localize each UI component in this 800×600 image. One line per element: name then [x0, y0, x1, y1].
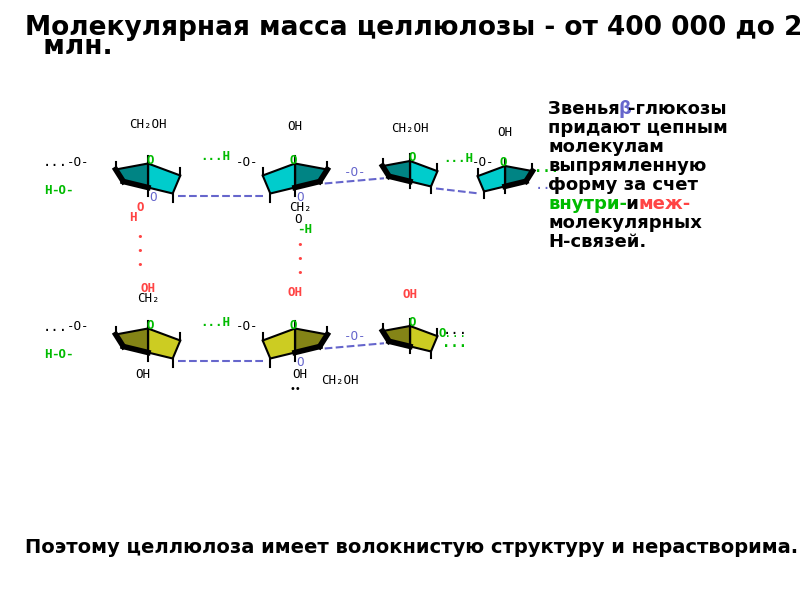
Text: O: O — [150, 191, 157, 204]
Text: -O-: -O- — [50, 184, 74, 196]
Text: -H: -H — [298, 223, 313, 236]
Polygon shape — [148, 329, 180, 358]
Text: OH: OH — [402, 289, 418, 301]
Text: O: O — [438, 326, 446, 340]
Text: Звенья: Звенья — [548, 100, 626, 118]
Text: ...H: ...H — [200, 151, 230, 163]
Text: O: O — [146, 319, 154, 332]
Polygon shape — [148, 163, 180, 193]
Polygon shape — [116, 329, 148, 352]
Text: CH₂OH: CH₂OH — [130, 118, 166, 131]
Text: Поэтому целлюлоза имеет волокнистую структуру и нерастворима.: Поэтому целлюлоза имеет волокнистую стру… — [25, 538, 798, 557]
Text: O: O — [294, 213, 302, 226]
Text: -O-: -O- — [236, 320, 258, 334]
Text: OH: OH — [498, 125, 513, 139]
Text: ...: ... — [442, 336, 467, 350]
Text: молекулярных: молекулярных — [548, 214, 702, 232]
Text: OH: OH — [287, 286, 302, 299]
Text: -O-: -O- — [50, 349, 74, 361]
Text: CH₂OH: CH₂OH — [322, 373, 358, 386]
Polygon shape — [478, 166, 505, 191]
Polygon shape — [505, 166, 533, 187]
Polygon shape — [116, 163, 148, 187]
Text: ...: ... — [534, 178, 559, 192]
Text: OH: OH — [135, 368, 150, 381]
Text: ...: ... — [442, 323, 467, 337]
Polygon shape — [382, 161, 410, 181]
Text: O: O — [499, 157, 506, 169]
Text: Н-связей.: Н-связей. — [548, 233, 646, 251]
Text: -O-: -O- — [472, 155, 494, 169]
Text: -O-: -O- — [236, 155, 258, 169]
Polygon shape — [382, 326, 410, 346]
Text: •: • — [297, 254, 303, 265]
Polygon shape — [295, 163, 327, 187]
Text: O: O — [290, 154, 297, 167]
Text: CH₂: CH₂ — [289, 201, 311, 214]
Text: CH₂: CH₂ — [137, 292, 159, 305]
Text: -O-: -O- — [344, 331, 366, 343]
Text: форму за счет: форму за счет — [548, 176, 698, 194]
Text: •: • — [297, 269, 303, 278]
Text: β: β — [618, 100, 631, 118]
Text: H: H — [44, 184, 52, 196]
Text: млн.: млн. — [25, 34, 113, 60]
Polygon shape — [262, 163, 295, 193]
Text: ...: ... — [444, 326, 466, 340]
Text: H: H — [130, 211, 137, 224]
Text: Молекулярная масса целлюлозы - от 400 000 до 2: Молекулярная масса целлюлозы - от 400 00… — [25, 15, 800, 41]
Text: -O-: -O- — [66, 155, 90, 169]
Text: ...: ... — [42, 155, 67, 169]
Text: H: H — [44, 349, 52, 361]
Polygon shape — [410, 161, 438, 187]
Text: O: O — [296, 356, 304, 369]
Text: O: O — [146, 154, 154, 167]
Text: O: O — [136, 201, 144, 214]
Text: OH: OH — [141, 281, 155, 295]
Polygon shape — [295, 329, 327, 352]
Text: O: O — [408, 316, 416, 329]
Text: и: и — [620, 195, 645, 213]
Text: CH₂OH: CH₂OH — [391, 121, 429, 134]
Text: придают цепным: придают цепным — [548, 119, 728, 137]
Text: •: • — [137, 247, 143, 257]
Polygon shape — [410, 326, 438, 352]
Text: •: • — [297, 241, 303, 251]
Text: O: O — [290, 319, 297, 332]
Text: выпрямленную: выпрямленную — [548, 157, 706, 175]
Text: меж-: меж- — [638, 195, 690, 213]
Text: -глюкозы: -глюкозы — [628, 100, 726, 118]
Text: OH: OH — [293, 368, 307, 381]
Polygon shape — [262, 329, 295, 358]
Text: -O-: -O- — [66, 320, 90, 334]
Text: внутри-: внутри- — [548, 195, 627, 213]
Text: ...H: ...H — [200, 316, 230, 329]
Text: O: O — [408, 151, 416, 164]
Text: •: • — [137, 232, 143, 242]
Text: ...: ... — [534, 161, 559, 175]
Text: O: O — [296, 191, 304, 204]
Text: •: • — [137, 260, 143, 271]
Text: ...H: ...H — [443, 151, 473, 164]
Text: OH: OH — [287, 121, 302, 133]
Text: -O-: -O- — [344, 166, 366, 179]
Text: ••: •• — [289, 384, 301, 394]
Text: ...: ... — [42, 320, 67, 334]
Text: молекулам: молекулам — [548, 138, 664, 156]
